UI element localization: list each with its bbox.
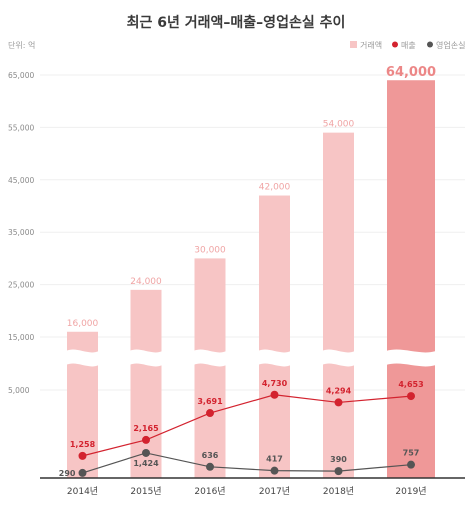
- legend-dot-operating-loss: [427, 41, 433, 48]
- unit-label: 단위: 억: [8, 40, 35, 50]
- revenue-point: [270, 390, 279, 399]
- y-tick-label: 65,000: [8, 71, 34, 80]
- revenue-point: [334, 398, 343, 407]
- y-tick-label: 55,000: [8, 123, 34, 132]
- bar-value-label: 42,000: [259, 183, 291, 193]
- bar-value-label: 54,000: [323, 120, 355, 130]
- bar-value-label: 24,000: [130, 277, 162, 287]
- revenue-value-label: 4,653: [398, 380, 423, 389]
- operating-loss-point: [142, 448, 150, 457]
- x-axis-labels: 2014년 2015년 2016년 2017년 2018년 2019년: [67, 486, 427, 497]
- revenue-point: [142, 435, 150, 444]
- bar-value-labels: 16,000 24,000 30,000 42,000 54,000 64,000: [67, 65, 436, 329]
- legend-label-revenue: 매출: [401, 40, 416, 50]
- y-axis-ticks: 5,000 15,000 25,000 35,000 45,000 55,000 65,00…: [8, 71, 34, 395]
- bar-value-label: 16,000: [67, 319, 99, 329]
- revenue-value-label: 2,165: [133, 424, 159, 433]
- revenue-series: 1,258 2,165 3,691 4,730 4,294 4,653: [70, 379, 424, 460]
- y-tick-label: 5,000: [8, 386, 30, 395]
- revenue-value-label: 3,691: [197, 397, 223, 406]
- legend: 거래액 매출 영업손실: [350, 40, 465, 50]
- legend-swatch-transaction: [350, 41, 357, 48]
- axis-break-mark: [129, 349, 163, 367]
- operating-loss-value-label: 757: [403, 449, 420, 458]
- x-tick-label: 2014년: [67, 486, 98, 497]
- axis-break-mark: [66, 349, 99, 367]
- gridlines: [40, 74, 465, 391]
- revenue-point: [78, 451, 87, 460]
- legend-label-operating-loss: 영업손실: [436, 40, 465, 50]
- x-tick-label: 2016년: [194, 486, 225, 497]
- y-tick-label: 15,000: [8, 333, 34, 342]
- y-tick-label: 35,000: [8, 228, 34, 237]
- revenue-value-label: 4,294: [326, 386, 352, 395]
- legend-dot-revenue: [392, 41, 398, 48]
- revenue-point: [206, 409, 214, 418]
- bar-2019: [387, 80, 435, 479]
- x-tick-label: 2017년: [259, 486, 290, 497]
- chart-title: 최근 6년 거래액–매출–영업손실 추이: [127, 14, 346, 31]
- legend-label-transaction: 거래액: [360, 40, 382, 50]
- operating-loss-value-label: 290: [59, 469, 76, 478]
- x-tick-label: 2019년: [395, 486, 426, 497]
- operating-loss-line: [82, 452, 412, 474]
- y-tick-label: 25,000: [8, 281, 34, 290]
- revenue-value-label: 4,730: [262, 379, 288, 388]
- operating-loss-series: 290 1,424 636 417 390 757: [59, 449, 420, 478]
- axis-break-mark: [193, 349, 227, 367]
- y-tick-label: 45,000: [8, 176, 34, 185]
- bar-2015: [130, 289, 162, 478]
- x-tick-label: 2015년: [130, 486, 161, 497]
- revenue-point: [407, 392, 415, 401]
- revenue-line: [82, 394, 412, 457]
- axis-break-mark: [386, 349, 436, 367]
- operating-loss-point: [78, 468, 87, 477]
- axis-break-mark: [322, 349, 355, 367]
- operating-loss-value-label: 390: [330, 455, 347, 464]
- axis-break-mark: [258, 349, 291, 367]
- bar-value-label: 64,000: [386, 65, 436, 80]
- bar-2017: [259, 195, 290, 478]
- bar-2018: [323, 132, 354, 478]
- bars-transaction: [67, 80, 435, 479]
- operating-loss-point: [407, 460, 415, 469]
- x-tick-label: 2018년: [323, 486, 354, 497]
- revenue-value-label: 1,258: [70, 440, 96, 449]
- operating-loss-value-label: 636: [202, 451, 219, 460]
- operating-loss-value-label: 1,424: [133, 459, 159, 468]
- operating-loss-value-label: 417: [266, 455, 283, 464]
- bar-2016: [194, 258, 226, 478]
- axis-break-marks: [66, 349, 436, 367]
- operating-loss-point: [206, 462, 214, 471]
- bar-value-label: 30,000: [194, 245, 226, 255]
- operating-loss-point: [270, 466, 279, 475]
- operating-loss-point: [334, 467, 343, 476]
